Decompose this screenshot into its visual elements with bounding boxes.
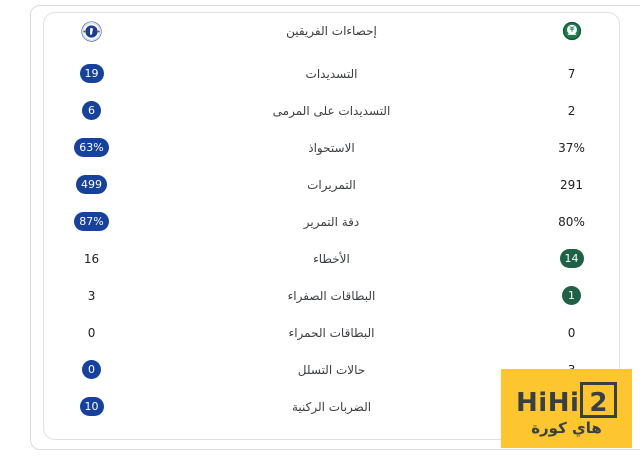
palmeiras-crest-icon [562,21,581,41]
stat-value-left-team: 0 [82,360,101,379]
team-stats-card: إحصاءات الفريقين 7 التسديدات 19 2 التسدي… [43,12,620,440]
card-header: إحصاءات الفريقين [44,19,619,43]
stat-value-right-team: 80% [558,214,585,229]
table-row: 37% الاستحواذ 63% [44,129,619,166]
table-row: الضربات الركنية 10 [44,388,619,425]
table-row: 80% دقة التمرير 87% [44,203,619,240]
watermark-logo-text: HiHi 2 [516,380,617,418]
stat-label: الاستحواذ [308,140,355,155]
stat-label: التمريرات [307,177,356,192]
table-row: 2 التسديدات على المرمى 6 [44,92,619,129]
stat-label: البطاقات الحمراء [288,325,375,340]
left-team-cell [44,20,139,42]
table-row: 0 البطاقات الحمراء 0 [44,314,619,351]
stat-label: الضربات الركنية [291,399,372,414]
table-row: 3 حالات التسلل 0 [44,351,619,388]
stat-value-left-team: 10 [79,397,104,416]
table-row: 7 التسديدات 19 [44,55,619,92]
stat-value-right-team: 0 [567,325,576,340]
stat-value-left-team: 3 [87,288,96,303]
stat-value-left-team: 0 [87,325,96,340]
watermark-latin: HiHi [516,388,580,418]
hihi2-watermark: HiHi 2 هاي كورة [501,369,632,448]
stat-label: دقة التمرير [303,214,360,229]
chelsea-crest-icon [81,20,102,42]
stat-value-right-team: 2 [567,103,576,118]
stat-value-left-team: 19 [79,64,104,83]
table-row: 1 البطاقات الصفراء 3 [44,277,619,314]
table-row: 291 التمريرات 499 [44,166,619,203]
stat-label: حالات التسلل [297,362,366,377]
stat-value-right-team: 14 [559,249,584,268]
stat-value-right-team: 1 [562,286,581,305]
stat-label: التسديدات [305,66,358,81]
stat-label: البطاقات الصفراء [287,288,376,303]
stat-value-right-team: 7 [567,66,576,81]
stat-value-left-team: 63% [74,138,109,157]
watermark-arabic-text: هاي كورة [531,419,602,437]
stat-value-left-team: 87% [74,212,109,231]
stat-label: الأخطاء [313,251,350,266]
card-title: إحصاءات الفريقين [286,24,377,38]
stat-value-right-team: 291 [560,177,583,192]
stat-value-left-team: 499 [76,175,107,194]
stat-value-left-team: 16 [83,251,100,266]
stat-value-left-team: 6 [82,101,101,120]
stat-value-right-team: 37% [558,140,585,155]
stat-label: التسديدات على المرمى [272,103,391,118]
watermark-number-box: 2 [580,382,617,418]
table-row: 14 الأخطاء 16 [44,240,619,277]
right-team-cell [524,21,619,41]
